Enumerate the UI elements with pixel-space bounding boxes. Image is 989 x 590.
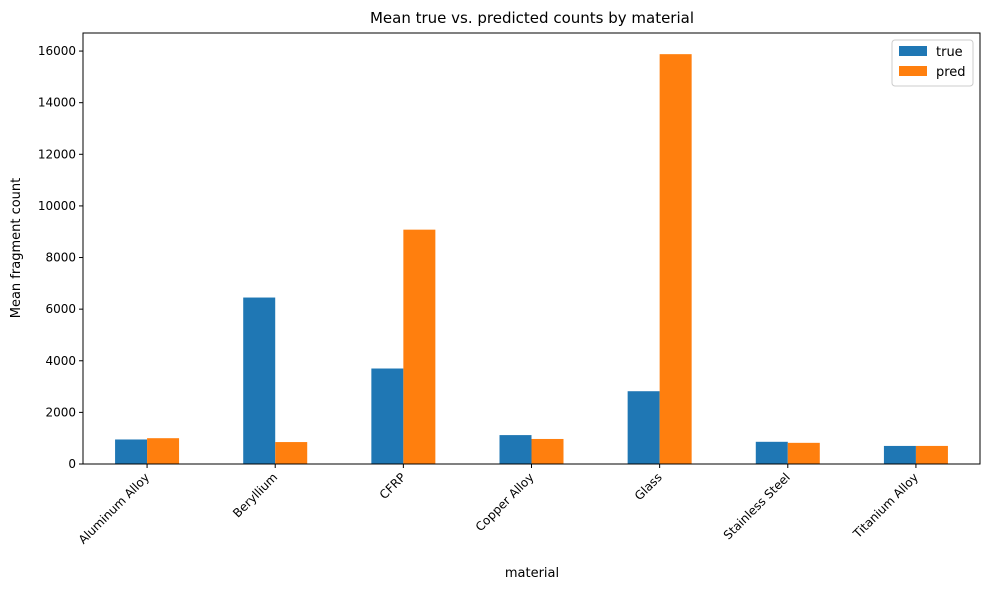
x-tick-label: Stainless Steel: [721, 470, 793, 542]
x-tick-label: CFRP: [377, 470, 409, 502]
x-tick-label: Beryllium: [230, 470, 280, 520]
bar-true-3: [499, 435, 532, 464]
bar-pred-1: [275, 442, 308, 464]
legend-label-true: true: [936, 45, 963, 60]
bar-true-2: [371, 368, 404, 464]
plot-frame: [82, 32, 981, 465]
bar-true-4: [627, 391, 660, 464]
bar-pred-5: [787, 442, 820, 464]
y-tick-label: 4000: [45, 354, 76, 368]
legend-swatch-pred: [899, 66, 927, 76]
legend: true pred: [891, 39, 974, 87]
bar-true-1: [243, 297, 276, 464]
bar-true-5: [755, 441, 788, 464]
bar-true-6: [883, 445, 916, 464]
chart-title: Mean true vs. predicted counts by materi…: [370, 9, 694, 27]
bar-pred-0: [147, 438, 180, 464]
y-tick-label: 14000: [38, 96, 76, 110]
y-tick-label: 12000: [38, 147, 76, 161]
bar-true-0: [115, 439, 148, 464]
y-tick-label: 10000: [38, 199, 76, 213]
y-tick-label: 16000: [38, 44, 76, 58]
y-tick-label: 0: [68, 457, 76, 471]
x-axis-label: material: [505, 566, 559, 581]
y-tick-label: 2000: [45, 405, 76, 419]
legend-label-pred: pred: [936, 65, 966, 80]
y-axis-ticks: 0 2000 4000 6000 8000 10000 12000 14000 16000: [38, 44, 83, 471]
bars-group: [115, 54, 948, 464]
bar-pred-3: [531, 438, 564, 464]
y-tick-label: 6000: [45, 302, 76, 316]
bar-pred-6: [915, 445, 948, 464]
y-tick-label: 8000: [45, 251, 76, 265]
x-axis-ticks: Aluminum Alloy Beryllium CFRP Copper Alloy G…: [76, 464, 921, 547]
x-tick-label: Aluminum Alloy: [76, 470, 153, 547]
bar-pred-4: [659, 54, 692, 464]
legend-swatch-true: [899, 46, 927, 56]
x-tick-label: Glass: [632, 470, 665, 503]
y-axis-label: Mean fragment count: [9, 178, 24, 319]
x-tick-label: Titanium Alloy: [850, 470, 921, 541]
x-tick-label: Copper Alloy: [473, 470, 537, 534]
bar-pred-2: [403, 229, 436, 464]
